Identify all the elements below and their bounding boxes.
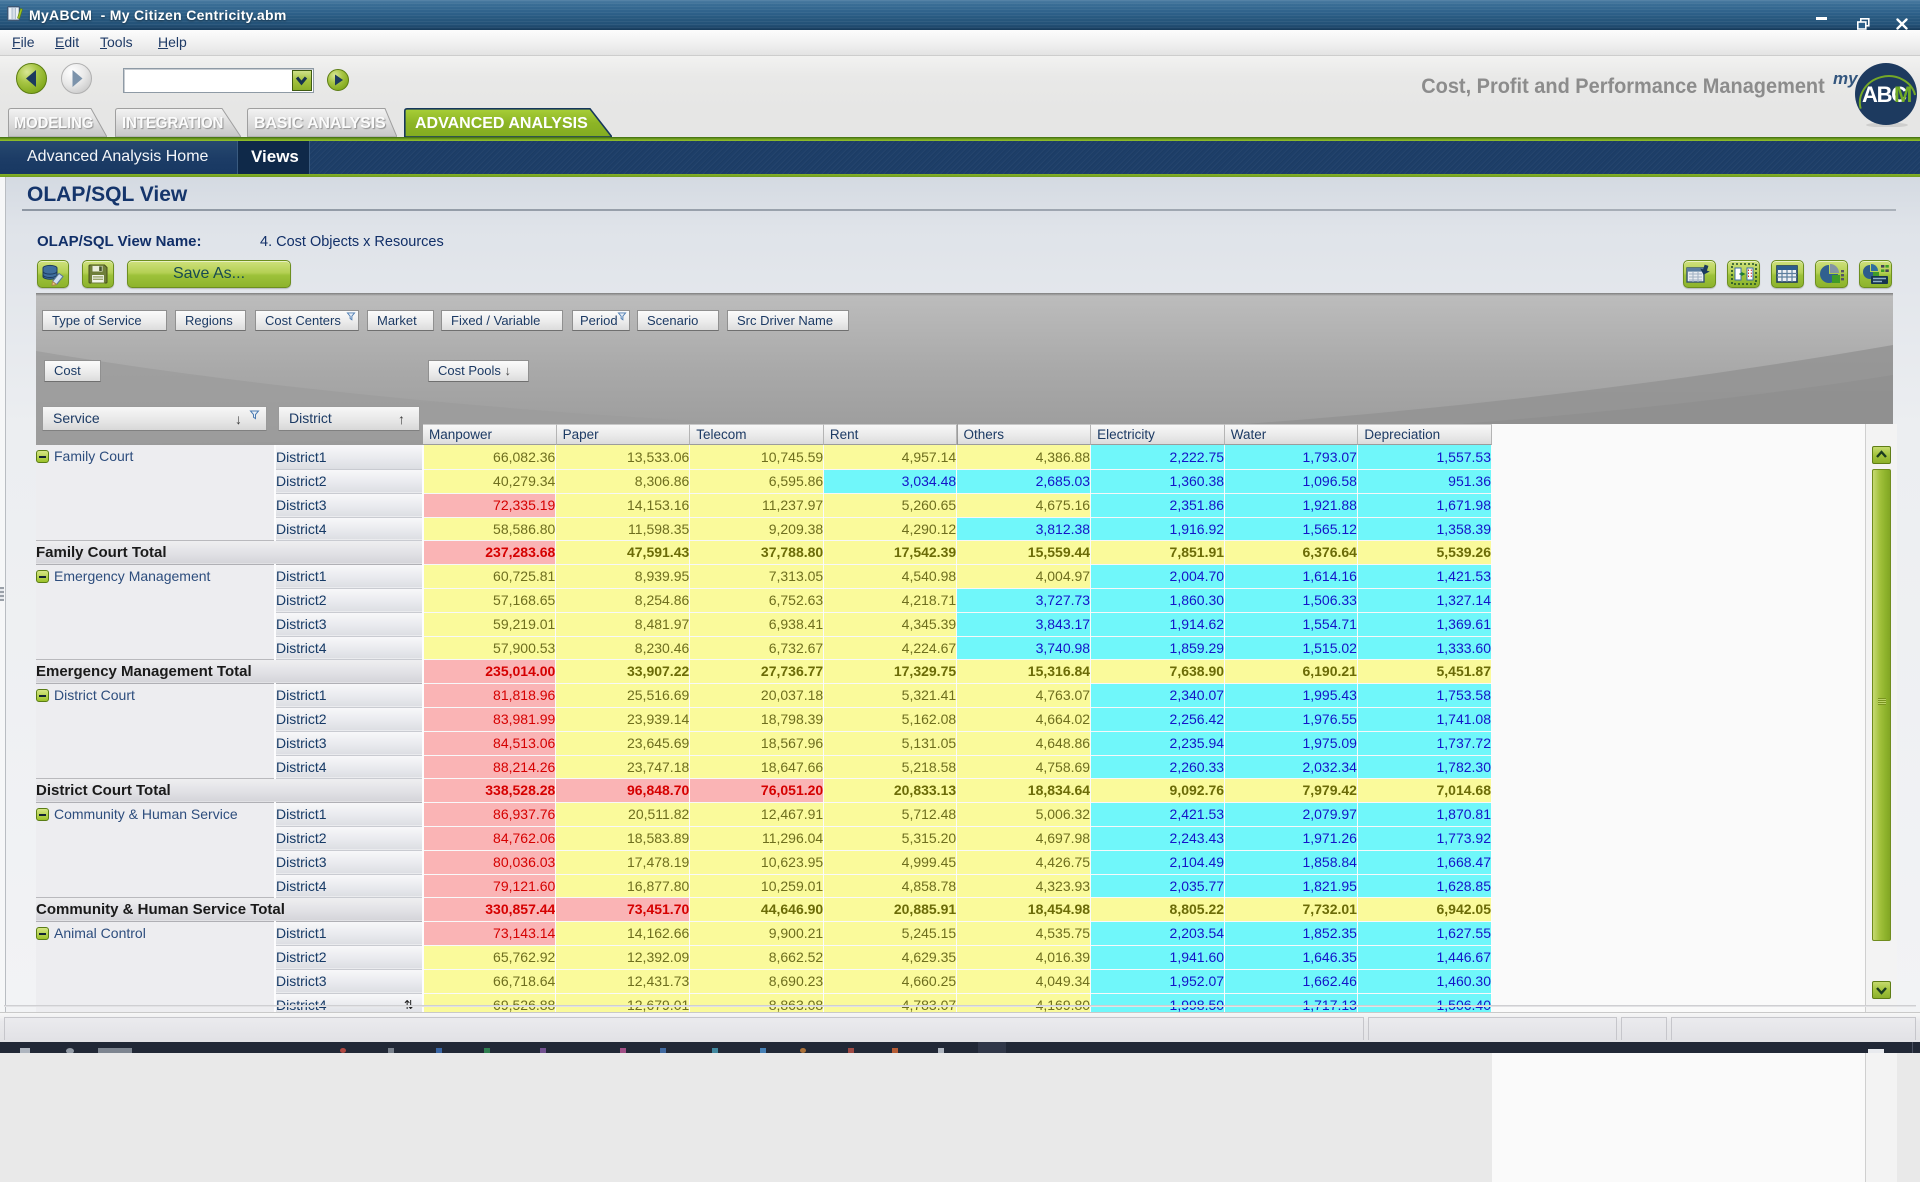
svg-text:M: M (1894, 82, 1912, 107)
svg-text:ABC: ABC (1862, 82, 1907, 107)
